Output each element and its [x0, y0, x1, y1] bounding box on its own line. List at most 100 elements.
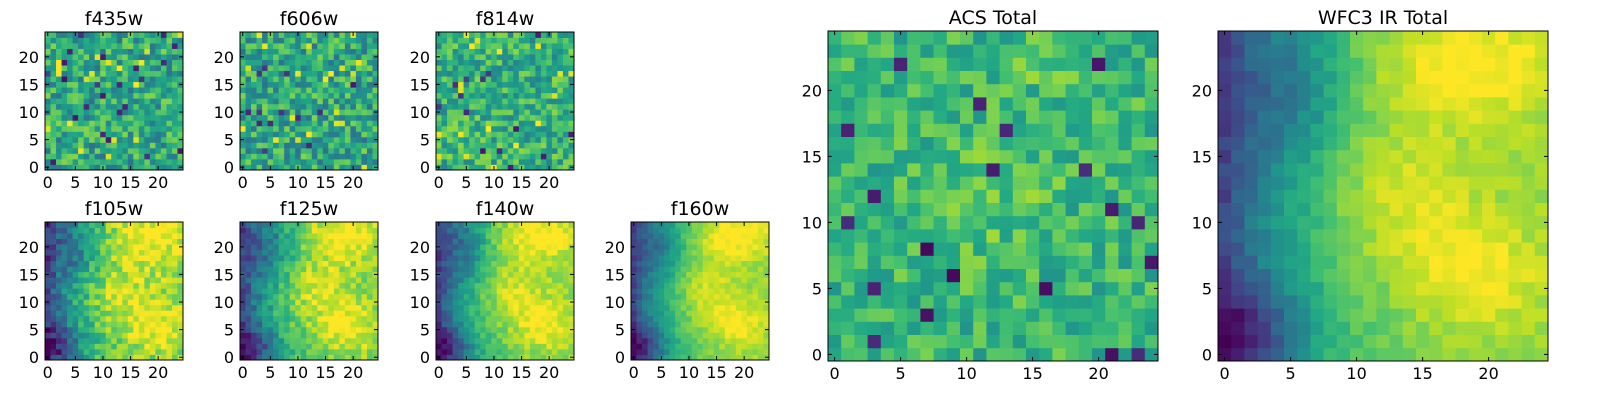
heatmap-cell — [491, 299, 498, 306]
heatmap-cell — [138, 48, 145, 55]
heatmap-cell — [933, 202, 948, 217]
heatmap-cell — [284, 81, 291, 88]
heatmap-cell — [160, 299, 167, 306]
y-tick-label: 5 — [420, 321, 430, 340]
heatmap-cell — [741, 288, 748, 295]
heatmap-cell — [67, 233, 73, 239]
heatmap-cell — [551, 249, 558, 256]
heatmap-cell — [344, 103, 351, 110]
heatmap-cell — [480, 158, 487, 165]
heatmap-cell — [284, 32, 291, 38]
heatmap-cell — [1144, 242, 1159, 256]
heatmap-cell — [72, 227, 79, 234]
heatmap-cell — [122, 37, 129, 44]
heatmap-cell — [540, 260, 547, 267]
heatmap-cell — [300, 76, 307, 83]
heatmap-cell — [557, 222, 564, 228]
heatmap-cell — [311, 315, 318, 322]
heatmap-cell — [300, 255, 307, 262]
heatmap-cell — [436, 233, 442, 239]
heatmap-cell — [155, 282, 162, 289]
heatmap-cell — [355, 354, 362, 361]
heatmap-cell — [647, 227, 654, 234]
heatmap-cell — [78, 222, 85, 228]
heatmap-cell — [746, 304, 753, 311]
heatmap-cell — [83, 32, 90, 38]
heatmap-cell — [535, 98, 542, 105]
heatmap-cell — [757, 227, 764, 234]
heatmap-cell — [524, 32, 531, 38]
heatmap-cell — [339, 153, 346, 160]
heatmap-cell — [328, 98, 335, 105]
heatmap-cell — [273, 54, 280, 60]
heatmap-cell — [920, 189, 934, 203]
heatmap-cell — [240, 70, 246, 77]
heatmap-cell — [513, 222, 520, 228]
heatmap-cell — [562, 277, 569, 284]
heatmap-cell — [366, 321, 373, 328]
heatmap-cell — [366, 120, 373, 127]
heatmap-cell — [144, 92, 151, 99]
heatmap-cell — [78, 81, 85, 88]
heatmap-cell — [355, 54, 362, 60]
heatmap-cell — [61, 332, 68, 339]
heatmap-cell — [295, 244, 302, 250]
heatmap-cell — [686, 238, 693, 245]
heatmap-cell — [680, 244, 687, 250]
heatmap-cell — [300, 321, 307, 328]
heatmap-cell — [122, 98, 129, 105]
heatmap-cell — [333, 65, 340, 72]
heatmap-cell — [267, 277, 274, 284]
heatmap-cell — [636, 233, 643, 239]
heatmap-cell — [361, 76, 368, 83]
heatmap-cell — [447, 147, 453, 154]
heatmap-cell — [160, 131, 167, 138]
heatmap-cell — [441, 114, 448, 121]
heatmap-cell — [562, 271, 569, 278]
heatmap-cell — [735, 271, 742, 278]
heatmap-cell — [480, 70, 487, 77]
heatmap-cell — [447, 321, 453, 328]
heatmap-cell — [452, 321, 459, 328]
heatmap-cell — [496, 164, 503, 171]
heatmap-cell — [122, 48, 129, 55]
heatmap-cell — [485, 153, 492, 160]
heatmap-cell — [474, 43, 481, 49]
heatmap-cell — [653, 310, 659, 317]
heatmap-cell — [441, 222, 448, 228]
heatmap-cell — [284, 343, 291, 350]
y-tick-label: 0 — [224, 348, 234, 367]
heatmap-cell — [474, 332, 481, 339]
heatmap-cell — [708, 255, 715, 262]
heatmap-cell — [735, 288, 742, 295]
heatmap-cell — [138, 293, 145, 300]
heatmap-cell — [447, 59, 453, 66]
heatmap-cell — [458, 158, 464, 165]
heatmap-cell — [61, 321, 68, 328]
heatmap-cell — [122, 293, 129, 300]
heatmap-cell — [122, 147, 129, 154]
heatmap-cell — [72, 282, 79, 289]
heatmap-cell — [697, 238, 704, 245]
heatmap-cell — [127, 315, 134, 322]
heatmap-cell — [480, 321, 487, 328]
heatmap-cell — [653, 293, 659, 300]
heatmap-cell — [262, 315, 268, 322]
heatmap-cell — [317, 249, 324, 256]
heatmap-cell — [686, 337, 693, 344]
heatmap-cell — [278, 238, 285, 245]
heatmap-cell — [355, 37, 362, 44]
heatmap-cell — [339, 98, 346, 105]
heatmap-cell — [50, 103, 57, 110]
heatmap-cell — [735, 304, 742, 311]
heatmap-cell — [155, 70, 162, 77]
heatmap-cell — [262, 299, 268, 306]
heatmap-cell — [284, 266, 291, 273]
heatmap-cell — [100, 76, 107, 83]
heatmap-cell — [642, 271, 648, 278]
heatmap-cell — [524, 348, 531, 355]
heatmap-cell — [306, 87, 313, 94]
heatmap-cell — [361, 48, 368, 55]
heatmap-cell — [680, 332, 687, 339]
heatmap-cell — [513, 87, 520, 94]
